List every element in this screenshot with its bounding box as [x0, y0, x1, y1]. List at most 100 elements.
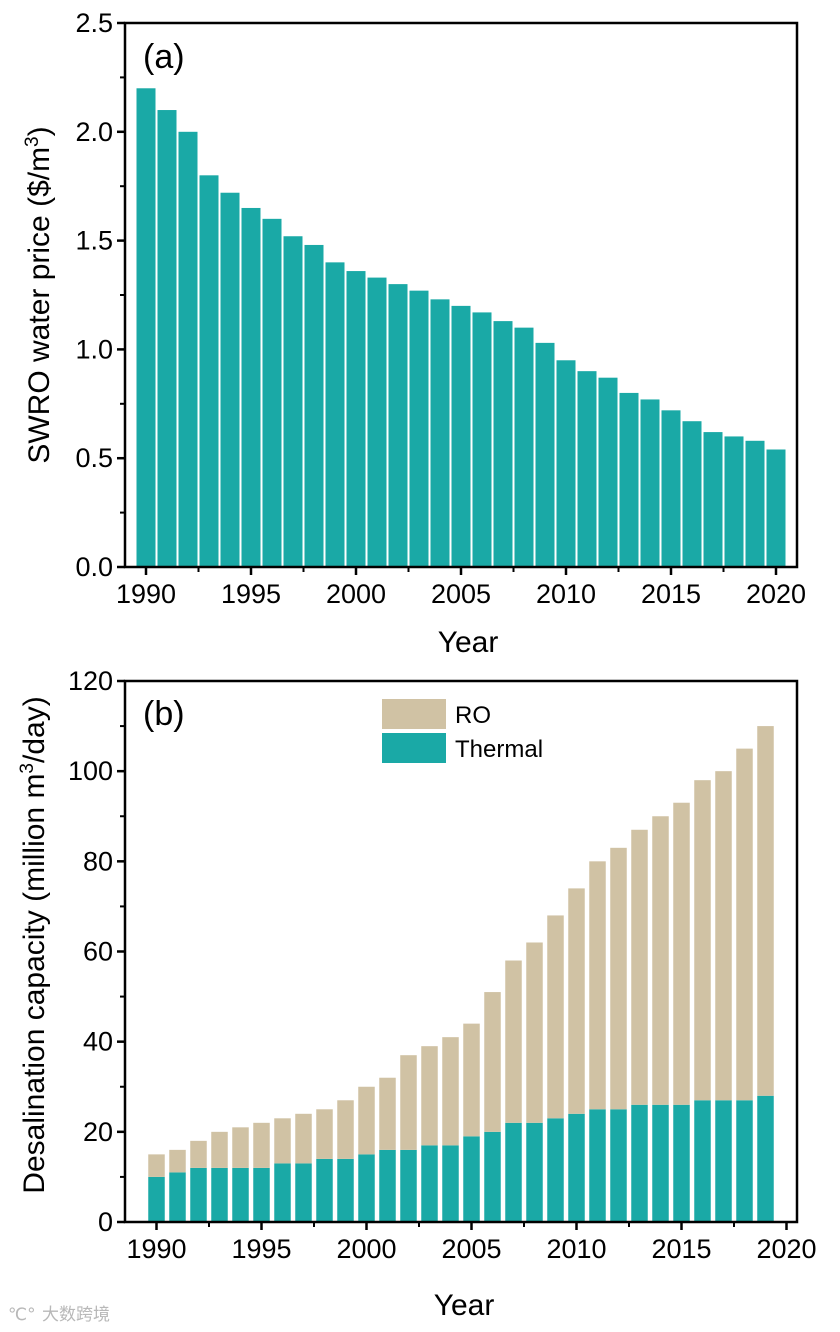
panel-a-bar-2009: [535, 342, 555, 567]
panel-b-bar-thermal-2017: [715, 1100, 732, 1222]
panel-b-bar-thermal-1999: [337, 1158, 354, 1222]
panel-b-bar-ro-2003: [421, 1046, 438, 1146]
panel-b-x-ticks: 1990 1995 2000 2005 2010 2015 2020: [126, 1222, 817, 1264]
legend-label-thermal: Thermal: [455, 736, 543, 763]
panel-b-bar-ro-2014: [652, 816, 669, 1105]
panel-b-bar-thermal-1990: [148, 1176, 165, 1222]
panel-a-bar-1993: [199, 175, 219, 567]
panel-b-y-axis-title: Desalination capacity (million m3/day): [17, 696, 51, 1193]
panel-a-y-tick-label: 1.0: [75, 334, 113, 364]
panel-b-y-tick-label: 40: [83, 1027, 113, 1057]
panel-a-bar-2015: [661, 410, 681, 567]
panel-a-x-tick-label: 1990: [116, 579, 176, 609]
panel-a-x-tick-label: 2005: [431, 579, 491, 609]
panel-b-bar-ro-1999: [337, 1100, 354, 1159]
panel-b-bar-thermal-1992: [190, 1167, 207, 1222]
panel-a-x-tick-label: 2020: [746, 579, 806, 609]
panel-b-x-axis-title: Year: [434, 1289, 495, 1322]
panel-a-bar-2002: [388, 284, 408, 567]
panel-a-bar-2018: [724, 436, 744, 567]
panel-b-legend: RO Thermal: [382, 699, 543, 763]
panel-b-y-axis-title-end: /day): [18, 696, 51, 763]
panel-a-bar-1997: [283, 236, 303, 568]
panel-a-bar-1992: [178, 131, 198, 568]
watermark-text: 大数跨境: [42, 1305, 110, 1325]
panel-b-bar-ro-2016: [694, 780, 711, 1101]
panel-a-bar-2007: [493, 321, 513, 567]
panel-b-bar-thermal-2011: [589, 1109, 606, 1222]
panel-b-x-tick-label: 2020: [756, 1234, 816, 1264]
panel-b-bar-thermal-1993: [211, 1167, 228, 1222]
panel-b-x-tick-label: 1990: [126, 1234, 186, 1264]
panel-a-y-tick-label: 1.5: [75, 226, 113, 256]
panel-b-bar-ro-2007: [505, 960, 522, 1123]
panel-b-y-tick-label: 0: [98, 1207, 113, 1237]
watermark: ℃° 大数跨境: [8, 1305, 110, 1325]
panel-a-y-axis-title-end: ): [23, 126, 56, 136]
panel-b-bar-ro-1998: [316, 1109, 333, 1159]
panel-a-bar-2017: [703, 432, 723, 567]
legend-swatch-thermal: [382, 733, 446, 763]
panel-a-x-ticks: 1990 1995 2000 2005 2010 2015 2020: [116, 567, 806, 609]
panel-b: 0 20 40 60 80 100 120 1990 1995 2000 2005 2010 2015…: [17, 666, 817, 1322]
panel-a-bar-2004: [430, 299, 450, 567]
panel-a-x-axis-title: Year: [438, 626, 499, 659]
watermark-logo-icon: ℃°: [8, 1305, 36, 1325]
panel-a-y-tick-label: 0.5: [75, 443, 113, 473]
panel-b-x-tick-label: 1995: [231, 1234, 291, 1264]
panel-b-bar-thermal-1991: [169, 1172, 186, 1222]
panel-a-bar-2020: [766, 449, 786, 567]
panel-b-bar-ro-1997: [295, 1113, 312, 1164]
panel-b-bar-thermal-2001: [379, 1149, 396, 1222]
panel-b-y-tick-label: 60: [83, 937, 113, 967]
panel-b-bar-thermal-2000: [358, 1154, 375, 1222]
panel-b-bar-thermal-2009: [547, 1118, 564, 1222]
legend-swatch-ro: [382, 699, 446, 729]
panel-a-bars: [136, 88, 786, 568]
panel-b-bar-ro-2009: [547, 915, 564, 1119]
panel-a-bar-2013: [619, 392, 639, 567]
panel-b-bar-thermal-2012: [610, 1109, 627, 1222]
panel-b-bar-thermal-2004: [442, 1145, 459, 1222]
panel-b-bar-thermal-2003: [421, 1145, 438, 1222]
panel-a-bar-1996: [262, 218, 282, 567]
panel-b-bar-ro-2013: [631, 829, 648, 1105]
panel-b-bar-thermal-1994: [232, 1167, 249, 1222]
panel-b-bar-ro-1994: [232, 1127, 249, 1168]
panel-b-y-tick-label: 80: [83, 846, 113, 876]
panel-b-bar-thermal-2008: [526, 1122, 543, 1222]
panel-a-x-tick-label: 2000: [326, 579, 386, 609]
panel-b-bar-ro-2005: [463, 1023, 480, 1137]
panel-b-bar-thermal-2018: [736, 1100, 753, 1222]
panel-a-bar-2001: [367, 277, 387, 567]
panel-b-y-tick-label: 100: [68, 756, 113, 786]
panel-a-bar-2019: [745, 440, 765, 567]
panel-a-bar-1990: [136, 88, 156, 567]
panel-b-bar-thermal-1998: [316, 1158, 333, 1222]
panel-a-y-tick-label: 2.5: [75, 8, 113, 38]
panel-b-bar-ro-2002: [400, 1055, 417, 1150]
panel-b-y-tick-label: 120: [68, 666, 113, 696]
panel-a-bar-2005: [451, 305, 471, 567]
panel-b-y-tick-label: 20: [83, 1117, 113, 1147]
panel-b-bar-ro-2011: [589, 861, 606, 1110]
panel-a-bar-2011: [577, 371, 597, 567]
panel-a-bar-2008: [514, 327, 534, 567]
panel-a-bar-2012: [598, 377, 618, 567]
panel-b-bar-ro-2010: [568, 888, 585, 1114]
panel-a-y-tick-label: 0.0: [75, 552, 113, 582]
panel-b-bar-thermal-2002: [400, 1149, 417, 1222]
panel-b-bar-ro-1993: [211, 1131, 228, 1168]
panel-b-bar-ro-2008: [526, 942, 543, 1123]
panel-b-bar-thermal-2019: [757, 1095, 774, 1222]
panel-b-x-tick-label: 2000: [336, 1234, 396, 1264]
panel-a-y-ticks: 0.0 0.5 1.0 1.5 2.0 2.5: [75, 8, 125, 582]
legend-label-ro: RO: [455, 702, 491, 729]
panel-b-bar-ro-2015: [673, 802, 690, 1105]
panel-a-y-axis-title-sup: 3: [22, 136, 43, 147]
panel-b-y-axis-title-main: Desalination capacity (million m: [18, 774, 51, 1194]
panel-b-bar-ro-2006: [484, 992, 501, 1132]
panel-b-bar-thermal-2015: [673, 1104, 690, 1222]
panel-b-bar-thermal-2006: [484, 1131, 501, 1222]
